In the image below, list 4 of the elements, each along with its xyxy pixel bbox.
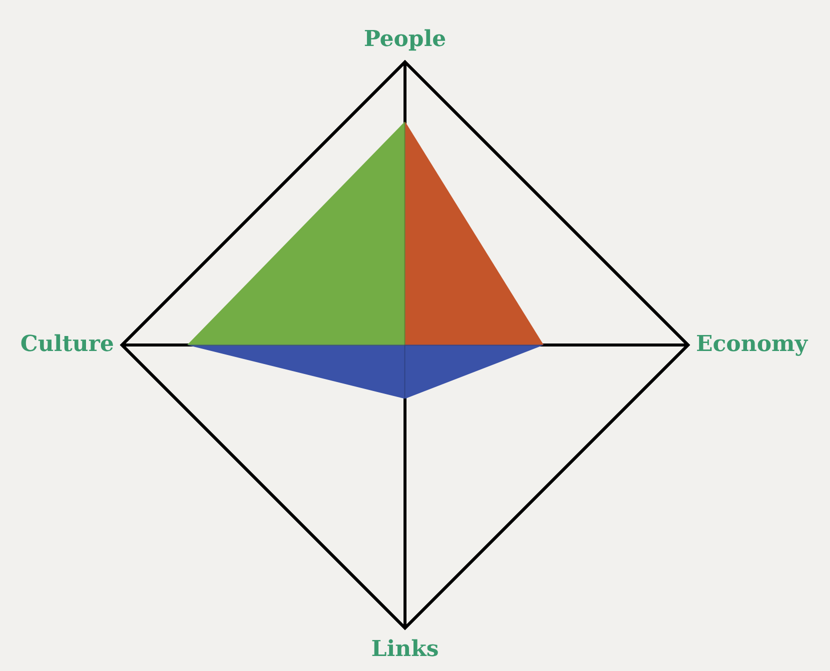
spoke-label: Links: [371, 636, 439, 662]
spoke-label: Culture: [20, 331, 114, 357]
spoke-label: People: [364, 26, 446, 52]
spoke-label: Economy: [696, 331, 809, 357]
